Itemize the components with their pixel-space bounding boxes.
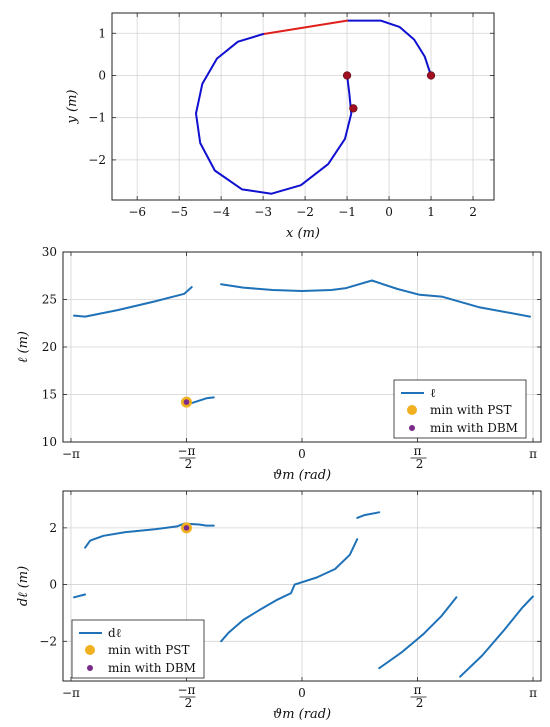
trajectory-marker xyxy=(342,71,352,80)
x-tick-label: 2 xyxy=(469,205,477,219)
x-axis-label: x (m) xyxy=(286,226,320,241)
legend: ℓ min with PST min with DBM xyxy=(393,379,527,439)
legend-entry: dℓ xyxy=(108,626,122,640)
legend-entry: min with PST xyxy=(108,643,190,657)
series-line-segment xyxy=(459,595,534,678)
y-tick-label: 20 xyxy=(42,340,57,354)
y-tick-label: 25 xyxy=(42,293,57,307)
y-tick-label: 30 xyxy=(42,245,57,259)
x-tick-label-numerator: π xyxy=(414,683,422,697)
series-line-segment xyxy=(220,279,531,318)
x-tick-label: −6 xyxy=(128,205,146,219)
x-tick-label: −5 xyxy=(170,205,188,219)
y-axis-label: ℓ (m) xyxy=(16,331,31,363)
x-tick-label-denominator: 2 xyxy=(416,696,424,710)
legend-pst-swatch xyxy=(85,645,95,655)
x-tick-label: −π xyxy=(62,686,80,700)
series-line-segment xyxy=(73,593,87,599)
legend-dbm-swatch xyxy=(409,425,415,431)
series-line-segment xyxy=(220,538,359,643)
series-line-blue xyxy=(346,19,432,77)
y-axis-label: dℓ (m) xyxy=(16,566,31,606)
x-tick-label: −π xyxy=(62,447,80,461)
y-tick-label: 10 xyxy=(42,435,57,449)
y-tick-label: −2 xyxy=(39,634,57,648)
x-tick-label: π xyxy=(529,686,537,700)
x-tick-label: −4 xyxy=(212,205,230,219)
min-dbm-point xyxy=(183,525,190,531)
series-line-segment xyxy=(73,286,193,318)
series-line-blue xyxy=(195,33,353,195)
x-tick-label-denominator: 2 xyxy=(185,696,193,710)
chart-panel-1: −6 −5 −4 −3 −2 −1 0 1 2 1 0 −1 −2 x (m) y (m) xyxy=(65,12,495,241)
legend-pst-swatch xyxy=(407,405,417,415)
x-tick-label-denominator: 2 xyxy=(185,457,193,471)
y-axis-label: y (m) xyxy=(65,90,80,125)
x-axis-label: ϑm (rad) xyxy=(273,468,331,483)
x-tick-label: −1 xyxy=(338,205,356,219)
x-axis-label: ϑm (rad) xyxy=(273,707,331,722)
y-tick-label: 1 xyxy=(98,26,106,40)
x-tick-label-numerator: π xyxy=(414,444,422,458)
x-tick-label: 0 xyxy=(385,205,393,219)
y-tick-label: 15 xyxy=(42,388,57,402)
legend-entry: ℓ xyxy=(430,386,436,400)
y-tick-label: 2 xyxy=(49,521,57,535)
x-tick-label: −3 xyxy=(254,205,272,219)
legend-entry: min with DBM xyxy=(108,661,196,675)
y-tick-label: 0 xyxy=(98,68,106,82)
x-tick-label: 0 xyxy=(298,686,306,700)
trajectory-marker xyxy=(349,104,358,113)
x-tick-label: 1 xyxy=(427,205,435,219)
series-line-segment xyxy=(356,511,381,519)
legend-dbm-swatch xyxy=(87,665,93,671)
y-tick-label: −2 xyxy=(88,153,106,167)
series-line-segment xyxy=(378,596,458,670)
axes-frame xyxy=(111,12,495,201)
x-tick-label-denominator: 2 xyxy=(416,457,424,471)
legend-entry: min with PST xyxy=(430,403,512,417)
y-tick-label: −1 xyxy=(88,111,106,125)
y-tick-label: 0 xyxy=(49,578,57,592)
x-tick-label-numerator: −π xyxy=(178,683,196,697)
trajectory-marker xyxy=(426,71,436,80)
series-line-segment xyxy=(190,396,215,405)
x-tick-label: 0 xyxy=(298,447,306,461)
x-tick-label-numerator: −π xyxy=(178,444,196,458)
x-tick-label: −2 xyxy=(296,205,314,219)
series-line-segment xyxy=(84,522,215,549)
legend: dℓ min with PST min with DBM xyxy=(71,619,205,679)
x-tick-label: π xyxy=(529,447,537,461)
min-dbm-point xyxy=(183,399,190,405)
series-line-red xyxy=(262,19,349,36)
legend-entry: min with DBM xyxy=(430,421,518,435)
